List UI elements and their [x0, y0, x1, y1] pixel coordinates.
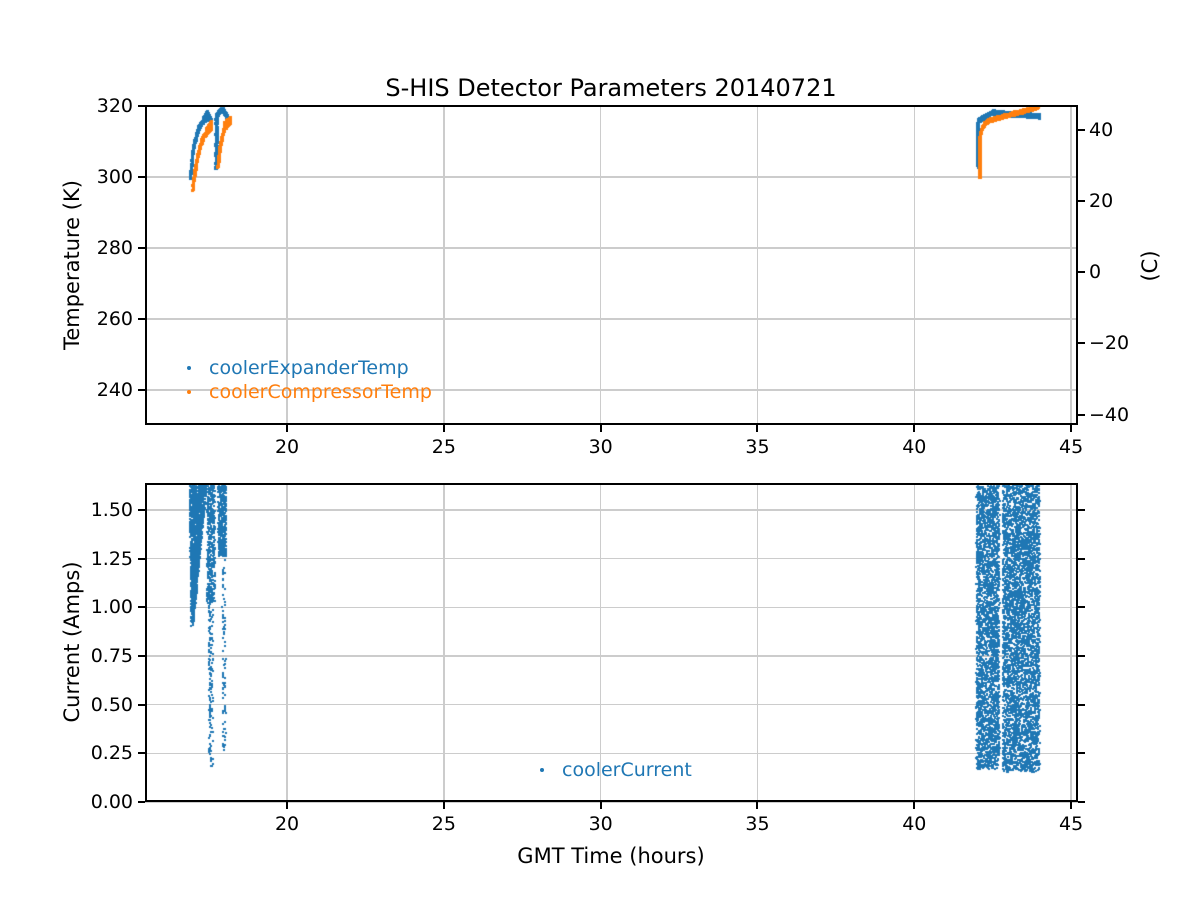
x-tick-mark [442, 425, 445, 432]
legend-item-cooler-compressor-temp: coolerCompressorTemp [187, 380, 432, 404]
x-tick-label: 30 [588, 436, 613, 458]
y-tick-mark-right [1078, 801, 1085, 803]
x-tick-label: 25 [431, 813, 456, 835]
legend-label: coolerExpanderTemp [209, 357, 409, 379]
x-tick-mark [756, 802, 759, 809]
x-tick-mark [599, 425, 602, 432]
legend-label: coolerCompressorTemp [209, 381, 432, 403]
y-tick-label: 1.50 [90, 498, 133, 521]
x-tick-label: 20 [274, 436, 300, 458]
temperature-axes [145, 105, 1078, 425]
y-tick-mark [138, 606, 145, 609]
temperature-scatter-canvas [145, 105, 1078, 425]
x-tick-mark [913, 425, 916, 432]
y-tick-mark [138, 801, 145, 803]
y-tick-mark [138, 654, 145, 657]
x-tick-label: 45 [1059, 436, 1084, 458]
chart-title: S-HIS Detector Parameters 20140721 [385, 74, 837, 102]
x-tick-label: 35 [745, 813, 770, 835]
x-tick-mark [286, 425, 289, 432]
y-tick-mark [138, 389, 145, 392]
y-tick-mark-right [1078, 508, 1085, 511]
y-tick-label: 0.25 [90, 742, 133, 765]
celsius-tick-mark [1078, 271, 1085, 274]
celsius-axis-label: (C) [1138, 250, 1162, 282]
current-axes [145, 483, 1078, 802]
x-tick-label: 40 [902, 436, 927, 458]
y-tick-label: 280 [96, 237, 133, 260]
y-tick-mark-right [1078, 606, 1085, 609]
current-axis-label: Current (Amps) [60, 561, 84, 723]
celsius-tick-mark [1078, 200, 1085, 203]
celsius-tick-mark [1078, 342, 1085, 345]
y-tick-label: 240 [96, 379, 133, 402]
current-scatter-canvas [145, 483, 1078, 802]
y-tick-label: 0.75 [90, 644, 133, 667]
x-tick-mark [756, 425, 759, 432]
x-tick-mark [913, 802, 916, 809]
x-tick-label: 35 [745, 436, 770, 458]
scatter-marker-icon [187, 366, 191, 370]
x-tick-mark [442, 802, 445, 809]
y-tick-label: 320 [96, 95, 133, 118]
legend-item-cooler-current: coolerCurrent [540, 758, 692, 782]
y-tick-mark [138, 508, 145, 511]
celsius-tick-label: −20 [1089, 332, 1130, 355]
y-tick-label: 300 [96, 166, 133, 189]
x-tick-label: 20 [274, 813, 300, 835]
y-tick-label: 1.25 [90, 547, 133, 570]
celsius-tick-label: 40 [1089, 119, 1114, 142]
x-tick-label: 40 [902, 813, 927, 835]
scatter-marker-icon [540, 768, 544, 772]
y-tick-mark-right [1078, 752, 1085, 755]
x-tick-label: 30 [588, 813, 613, 835]
x-tick-label: 25 [431, 436, 456, 458]
x-tick-mark [599, 802, 602, 809]
temperature-legend: coolerExpanderTemp coolerCompressorTemp [187, 356, 432, 404]
x-tick-mark [1070, 425, 1073, 432]
scatter-marker-icon [187, 390, 191, 394]
y-tick-mark [138, 318, 145, 321]
y-tick-mark-right [1078, 557, 1085, 560]
celsius-tick-label: 20 [1089, 190, 1114, 213]
y-tick-mark [138, 703, 145, 706]
y-tick-mark-right [1078, 654, 1085, 657]
y-tick-label: 0.00 [90, 791, 133, 813]
gridline [145, 801, 1078, 803]
x-tick-label: 45 [1059, 813, 1084, 835]
y-tick-mark [138, 752, 145, 755]
current-legend: coolerCurrent [540, 758, 692, 782]
x-tick-mark [286, 802, 289, 809]
y-tick-mark [138, 176, 145, 179]
y-tick-mark [138, 105, 145, 108]
y-tick-mark [138, 247, 145, 250]
legend-item-cooler-expander-temp: coolerExpanderTemp [187, 356, 432, 380]
y-tick-label: 1.00 [90, 596, 133, 619]
y-tick-label: 0.50 [90, 693, 133, 716]
x-tick-mark [1070, 802, 1073, 809]
y-tick-label: 260 [96, 308, 133, 331]
celsius-tick-label: −40 [1089, 403, 1130, 426]
y-tick-mark-right [1078, 703, 1085, 706]
celsius-tick-mark [1078, 129, 1085, 132]
temperature-axis-label: Temperature (K) [60, 180, 84, 350]
gmt-time-axis-label: GMT Time (hours) [517, 844, 705, 868]
y-tick-mark [138, 557, 145, 560]
celsius-tick-mark [1078, 413, 1085, 416]
legend-label: coolerCurrent [562, 759, 692, 781]
celsius-tick-label: 0 [1089, 261, 1102, 284]
